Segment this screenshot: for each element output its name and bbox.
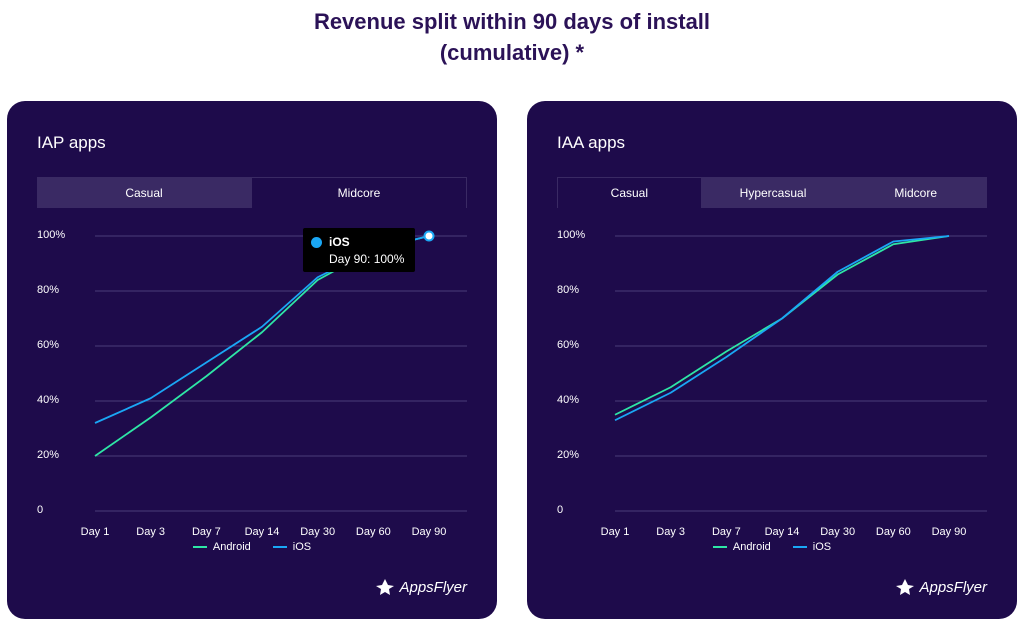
x-tick-label: Day 3 [656,526,685,538]
ios-line-swatch-icon [792,546,807,548]
x-tick-label: Day 60 [356,526,391,538]
legend-label: Android [212,541,251,553]
x-tick-label: Day 60 [876,526,911,538]
page-title: Revenue split within 90 days of install … [0,6,1024,68]
x-tick-label: Day 90 [412,526,447,538]
android-line-swatch-icon [712,546,727,548]
brand-name: AppsFlyer [399,578,467,596]
revenue-line-chart: 0 20% 40% 60% 80% 100% Day 1 Day 3 Day 7 Day 14 Da… [557,229,987,538]
x-tick-label: Day 7 [712,526,741,538]
segment-tabs: Casual Hypercasual Midcore [557,177,987,208]
revenue-line-chart: 0 20% 40% 60% 80% 100% Day 1 Day 3 Day 7 Day 14 Da… [37,229,467,538]
y-tick-label: 20% [37,449,59,461]
y-tick-label: 40% [557,394,579,406]
y-tick-label: 0 [37,504,43,516]
tooltip-value: Day 90: 100% [329,252,405,266]
legend-item-android[interactable]: Android [192,541,251,553]
android-line-swatch-icon [192,546,207,548]
ios-color-dot-icon [311,237,322,248]
x-tick-label: Day 14 [765,526,800,538]
brand-name: AppsFlyer [919,578,987,596]
y-tick-label: 60% [557,339,579,351]
x-tick-label: Day 90 [932,526,967,538]
x-tick-label: Day 1 [81,526,110,538]
x-tick-label: Day 30 [300,526,335,538]
chart-legend: Android iOS [7,541,497,553]
page-title-line-2: (cumulative) * [439,40,585,65]
tab-midcore[interactable]: Midcore [894,185,938,200]
y-tick-label: 0 [557,504,563,516]
tooltip-series: iOS [329,235,350,249]
ios-line-swatch-icon [272,546,287,548]
legend-label: Android [732,541,771,553]
series-line-ios[interactable] [614,235,950,422]
y-tick-label: 100% [37,229,65,241]
appsflyer-logo: AppsFlyer [375,577,467,597]
tab-casual[interactable]: Casual [125,185,163,200]
legend-item-android[interactable]: Android [712,541,771,553]
x-tick-label: Day 1 [601,526,630,538]
page-title-line-1: Revenue split within 90 days of install [313,9,711,34]
y-tick-label: 80% [37,284,59,296]
legend-label: iOS [812,541,832,553]
appsflyer-bird-icon [896,579,915,595]
legend-label: iOS [292,541,312,553]
legend-item-ios[interactable]: iOS [792,541,832,553]
y-tick-label: 100% [557,229,585,241]
legend-item-ios[interactable]: iOS [272,541,312,553]
tab-hypercasual[interactable]: Hypercasual [739,185,807,200]
iap-apps-panel: IAP apps Casual Midcore 0 20% 40% 60% 80% 100… [7,101,497,619]
iaa-apps-panel: IAA apps Casual Hypercasual Midcore 0 20%… [527,101,1017,619]
chart-legend: Android iOS [527,541,1017,553]
y-tick-label: 80% [557,284,579,296]
x-tick-label: Day 7 [192,526,221,538]
appsflyer-bird-icon [376,579,395,595]
y-tick-label: 40% [37,394,59,406]
segment-tabs: Casual Midcore [37,177,467,208]
highlight-point[interactable] [423,230,435,242]
y-tick-label: 60% [37,339,59,351]
panel-title: IAP apps [37,133,106,152]
x-tick-label: Day 14 [245,526,280,538]
y-tick-label: 20% [557,449,579,461]
series-line-android[interactable] [614,235,950,416]
panel-title: IAA apps [557,133,626,152]
x-tick-label: Day 30 [820,526,855,538]
chart-tooltip: iOS Day 90: 100% [303,228,415,272]
appsflyer-logo: AppsFlyer [895,577,987,597]
tab-midcore[interactable]: Midcore [251,177,467,208]
tab-casual[interactable]: Casual [557,177,702,208]
x-tick-label: Day 3 [136,526,165,538]
